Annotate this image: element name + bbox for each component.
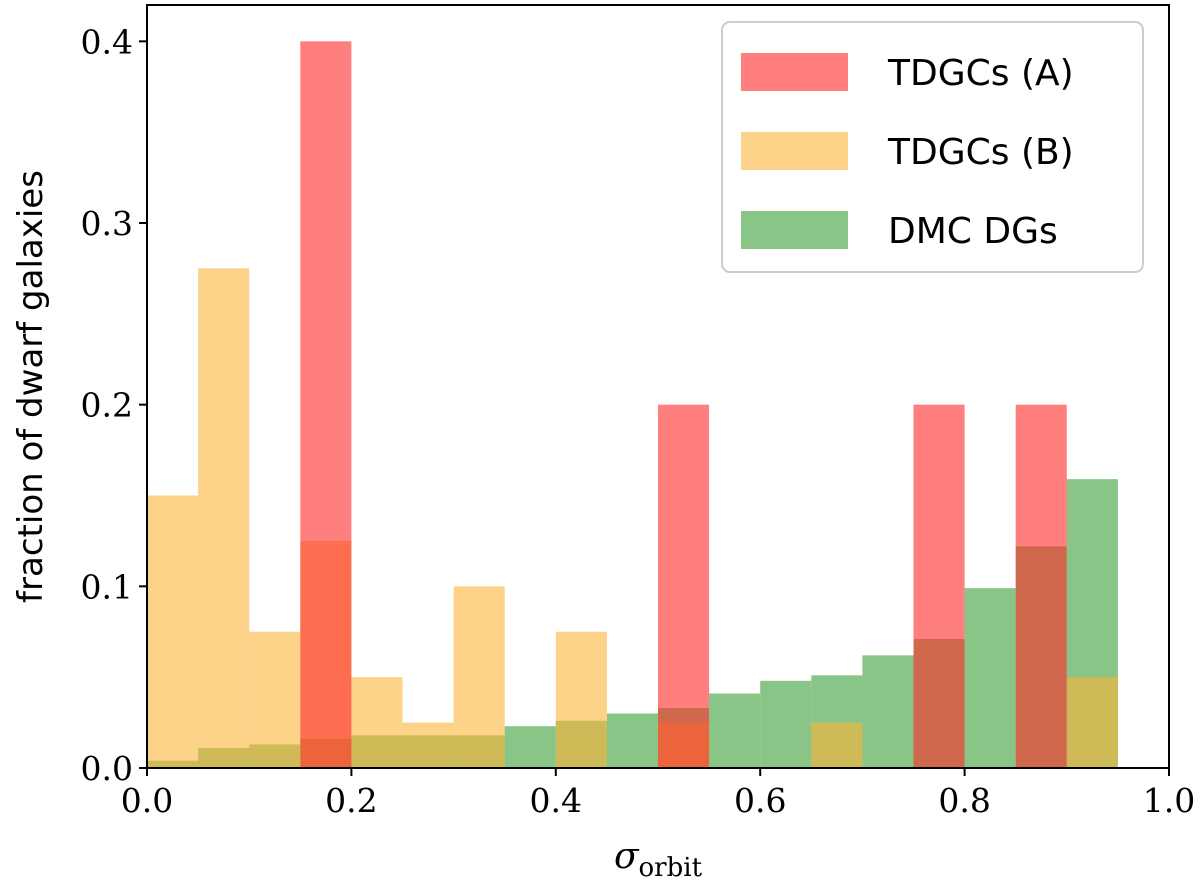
y-tick-label: 0.2 [81, 386, 133, 425]
bar-tdgcs-b-4 [351, 677, 403, 768]
x-tick-label: 1.0 [1143, 781, 1195, 820]
bar-tdgcs-b-0 [147, 495, 199, 768]
bar-dmc-dgs-12 [760, 680, 812, 768]
bar-dmc-dgs-11 [709, 693, 761, 768]
x-tick-label: 0.6 [734, 781, 786, 820]
x-axis-label: σorbit [614, 836, 703, 883]
x-tick-label: 0.0 [121, 781, 173, 820]
legend: TDGCs (A) TDGCs (B) DMC DGs [721, 21, 1144, 273]
plot-frame [146, 4, 1170, 769]
x-tick-label: 0.8 [938, 781, 990, 820]
bar-tdgcs-b-6 [453, 586, 505, 768]
bar-tdgcs-a-10 [658, 404, 710, 768]
legend-label-tdgcs-a: TDGCs (A) [887, 53, 1074, 94]
legend-swatch-dmc-dgs [741, 211, 848, 249]
bar-tdgcs-a-17 [1015, 404, 1067, 768]
bar-dmc-dgs-9 [606, 713, 658, 768]
legend-label-tdgcs-b: TDGCs (B) [887, 132, 1074, 173]
x-axis: 0.0 0.2 0.4 0.6 0.8 1.0 [121, 768, 1195, 820]
legend-swatch-tdgcs-a [741, 53, 848, 91]
bar-tdgcs-b-13 [811, 722, 863, 768]
x-tick-label: 0.2 [325, 781, 377, 820]
y-tick-label: 0.3 [81, 204, 133, 243]
bar-tdgcs-b-5 [402, 722, 454, 768]
legend-label-dmc-dgs: DMC DGs [888, 211, 1058, 252]
y-tick-label: 0.4 [81, 22, 133, 61]
bar-dmc-dgs-16 [964, 588, 1016, 768]
legend-swatch-tdgcs-b [741, 132, 848, 170]
bar-tdgcs-b-8 [555, 631, 607, 768]
bar-tdgcs-b-2 [249, 631, 301, 768]
bar-tdgcs-a-15 [913, 404, 965, 768]
y-axis-label: fraction of dwarf galaxies [11, 170, 51, 603]
bar-dmc-dgs-7 [504, 726, 556, 768]
bar-tdgcs-b-1 [198, 268, 250, 768]
bar-tdgcs-a-3 [300, 41, 352, 769]
x-axis-label-symbol: σ [614, 836, 640, 877]
x-tick-label: 0.4 [530, 781, 582, 820]
y-tick-label: 0.0 [81, 749, 133, 788]
bar-dmc-dgs-14 [862, 655, 914, 768]
y-axis: 0.0 0.1 0.2 0.3 0.4 [81, 22, 147, 788]
bars-layer [147, 41, 1118, 769]
bar-tdgcs-b-18 [1066, 677, 1118, 768]
y-tick-label: 0.1 [81, 567, 133, 606]
x-axis-label-subscript: orbit [639, 853, 703, 883]
